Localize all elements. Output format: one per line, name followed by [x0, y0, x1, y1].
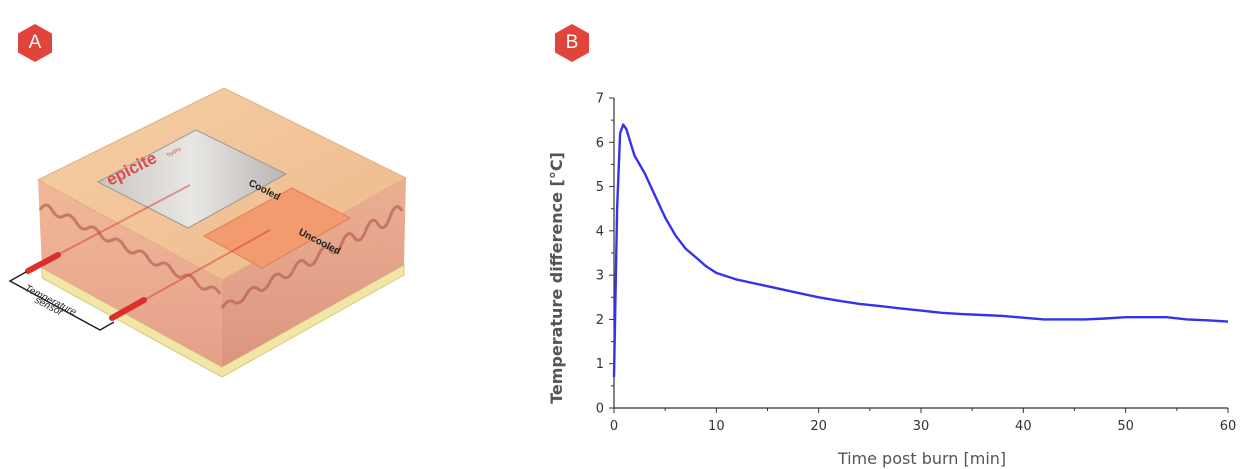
hexagon-badge-shape [18, 24, 52, 62]
panel-b-label: B [565, 32, 579, 53]
uncooled-patch [202, 187, 352, 269]
sensor-probe-track-2 [129, 229, 271, 309]
x-tick-label: 0 [610, 419, 618, 434]
x-tick-label: 30 [913, 419, 930, 434]
skin-model-illustration: epicite hydro Cooled Uncooled Temperatur… [8, 87, 408, 378]
y-tick-label: 7 [596, 92, 604, 107]
sensor-bracket [8, 271, 115, 331]
cooled-dressing [96, 129, 288, 229]
y-tick-label: 3 [596, 269, 604, 284]
x-tick-label: 60 [1220, 419, 1237, 434]
y-tick-label: 6 [596, 136, 604, 151]
x-axis-label: Time post burn [min] [837, 449, 1006, 468]
skin-side-face [222, 178, 406, 367]
y-tick-label: 1 [596, 357, 604, 372]
y-axis-label: Temperature difference [°C] [547, 152, 566, 404]
chart-series-layer [612, 123, 1229, 378]
sensor-probe-end-2 [109, 297, 147, 321]
panel-a-badge: A [18, 24, 52, 62]
panel-a-label: A [28, 32, 42, 53]
x-tick-label: 50 [1117, 419, 1134, 434]
sensor-probe-track-1 [43, 184, 191, 263]
dermal-papillae-right [220, 205, 404, 309]
hexagon-badge-shape [555, 24, 589, 62]
y-tick-label: 5 [596, 180, 604, 195]
temperature-chart: 0 10 20 30 40 50 60 0 1 2 3 4 5 6 7 Time post burn [mi… [547, 92, 1237, 469]
y-tick-label: 4 [596, 224, 604, 239]
panel-b-badge: B [555, 24, 589, 62]
sensor-probe-end-1 [25, 252, 61, 274]
skin-front-face [38, 180, 222, 367]
chart-ticks: 0 10 20 30 40 50 60 0 1 2 3 4 5 6 7 [596, 92, 1237, 435]
chart-axes [613, 98, 1228, 409]
x-tick-label: 10 [708, 419, 725, 434]
x-tick-label: 40 [1015, 419, 1032, 434]
series-line [612, 123, 1229, 378]
y-tick-label: 0 [596, 402, 604, 417]
dermal-papillae-left [38, 203, 222, 295]
x-tick-label: 20 [810, 419, 827, 434]
y-tick-label: 2 [596, 313, 604, 328]
